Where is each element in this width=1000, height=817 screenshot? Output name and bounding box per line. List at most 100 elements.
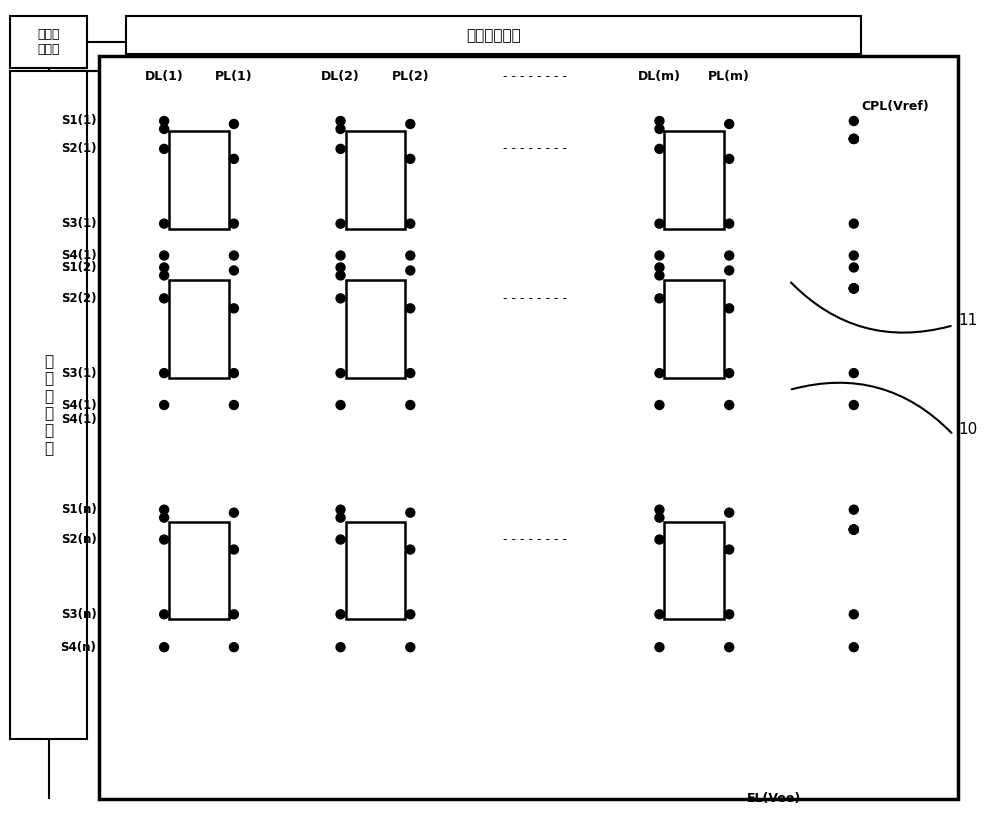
Text: - - - - - - - -: - - - - - - - - xyxy=(503,69,567,83)
Circle shape xyxy=(849,135,858,144)
Bar xyxy=(169,131,229,229)
Text: S3(1): S3(1) xyxy=(61,217,96,230)
Bar xyxy=(664,280,724,378)
Circle shape xyxy=(849,135,858,144)
Circle shape xyxy=(849,643,858,652)
Text: PL(2): PL(2) xyxy=(391,69,429,83)
Text: S3(n): S3(n) xyxy=(61,608,96,621)
Circle shape xyxy=(229,400,238,409)
Text: S2(n): S2(n) xyxy=(61,533,96,546)
Circle shape xyxy=(849,263,858,272)
Bar xyxy=(10,16,87,68)
Circle shape xyxy=(336,263,345,272)
Circle shape xyxy=(336,400,345,409)
Circle shape xyxy=(229,609,238,618)
Circle shape xyxy=(160,513,169,522)
Circle shape xyxy=(849,368,858,377)
Circle shape xyxy=(160,505,169,514)
Circle shape xyxy=(229,251,238,260)
Circle shape xyxy=(160,609,169,618)
Circle shape xyxy=(725,400,734,409)
Circle shape xyxy=(725,368,734,377)
FancyArrowPatch shape xyxy=(792,382,952,433)
Text: DL(m): DL(m) xyxy=(638,69,681,83)
Circle shape xyxy=(229,643,238,652)
Circle shape xyxy=(336,117,345,126)
Bar xyxy=(664,131,724,229)
Circle shape xyxy=(160,251,169,260)
Circle shape xyxy=(160,535,169,544)
Circle shape xyxy=(655,117,664,126)
Text: S1(n): S1(n) xyxy=(61,503,96,516)
Bar xyxy=(346,131,405,229)
Circle shape xyxy=(336,513,345,522)
Circle shape xyxy=(655,271,664,280)
Circle shape xyxy=(336,219,345,228)
FancyArrowPatch shape xyxy=(791,283,951,333)
Circle shape xyxy=(725,119,734,128)
Circle shape xyxy=(336,609,345,618)
Circle shape xyxy=(849,525,858,534)
Circle shape xyxy=(849,135,858,144)
Circle shape xyxy=(406,508,415,517)
Circle shape xyxy=(655,505,664,514)
Circle shape xyxy=(160,145,169,154)
Circle shape xyxy=(160,263,169,272)
Bar xyxy=(169,521,229,619)
Circle shape xyxy=(849,525,858,534)
Text: - - - - - - - -: - - - - - - - - xyxy=(503,292,567,305)
Text: S4(1): S4(1) xyxy=(61,399,96,412)
Circle shape xyxy=(160,219,169,228)
Circle shape xyxy=(849,117,858,126)
Circle shape xyxy=(725,304,734,313)
Text: S4(1): S4(1) xyxy=(61,413,96,426)
Circle shape xyxy=(406,219,415,228)
Text: 时序控
制模块: 时序控 制模块 xyxy=(37,29,60,56)
Text: DL(1): DL(1) xyxy=(145,69,184,83)
Circle shape xyxy=(406,266,415,275)
Circle shape xyxy=(655,400,664,409)
Circle shape xyxy=(336,368,345,377)
Text: 数据驱动模块: 数据驱动模块 xyxy=(466,28,521,42)
Circle shape xyxy=(655,219,664,228)
Circle shape xyxy=(725,154,734,163)
Circle shape xyxy=(849,284,858,292)
Circle shape xyxy=(655,124,664,133)
Circle shape xyxy=(229,368,238,377)
Circle shape xyxy=(849,284,858,292)
Circle shape xyxy=(725,508,734,517)
Circle shape xyxy=(849,525,858,534)
Circle shape xyxy=(229,154,238,163)
Circle shape xyxy=(160,271,169,280)
Text: S1(1): S1(1) xyxy=(61,114,96,127)
Circle shape xyxy=(725,251,734,260)
Circle shape xyxy=(229,508,238,517)
Bar xyxy=(346,280,405,378)
Circle shape xyxy=(849,505,858,514)
Circle shape xyxy=(160,294,169,303)
Circle shape xyxy=(160,124,169,133)
Circle shape xyxy=(655,368,664,377)
Circle shape xyxy=(655,145,664,154)
Text: PL(m): PL(m) xyxy=(708,69,750,83)
Circle shape xyxy=(406,643,415,652)
Circle shape xyxy=(849,525,858,534)
Circle shape xyxy=(406,119,415,128)
Bar xyxy=(664,521,724,619)
Bar xyxy=(99,56,958,799)
Text: 10: 10 xyxy=(958,422,978,437)
Circle shape xyxy=(336,294,345,303)
Text: 11: 11 xyxy=(958,313,978,328)
Circle shape xyxy=(336,124,345,133)
Text: S4(1): S4(1) xyxy=(61,249,96,262)
Circle shape xyxy=(849,609,858,618)
Text: - - - - - - - -: - - - - - - - - xyxy=(503,142,567,155)
Circle shape xyxy=(160,400,169,409)
Circle shape xyxy=(849,284,858,292)
Circle shape xyxy=(849,135,858,144)
Text: S4(n): S4(n) xyxy=(61,641,96,654)
Circle shape xyxy=(655,263,664,272)
Circle shape xyxy=(336,251,345,260)
Text: EL(Vee): EL(Vee) xyxy=(747,792,801,806)
Circle shape xyxy=(849,219,858,228)
